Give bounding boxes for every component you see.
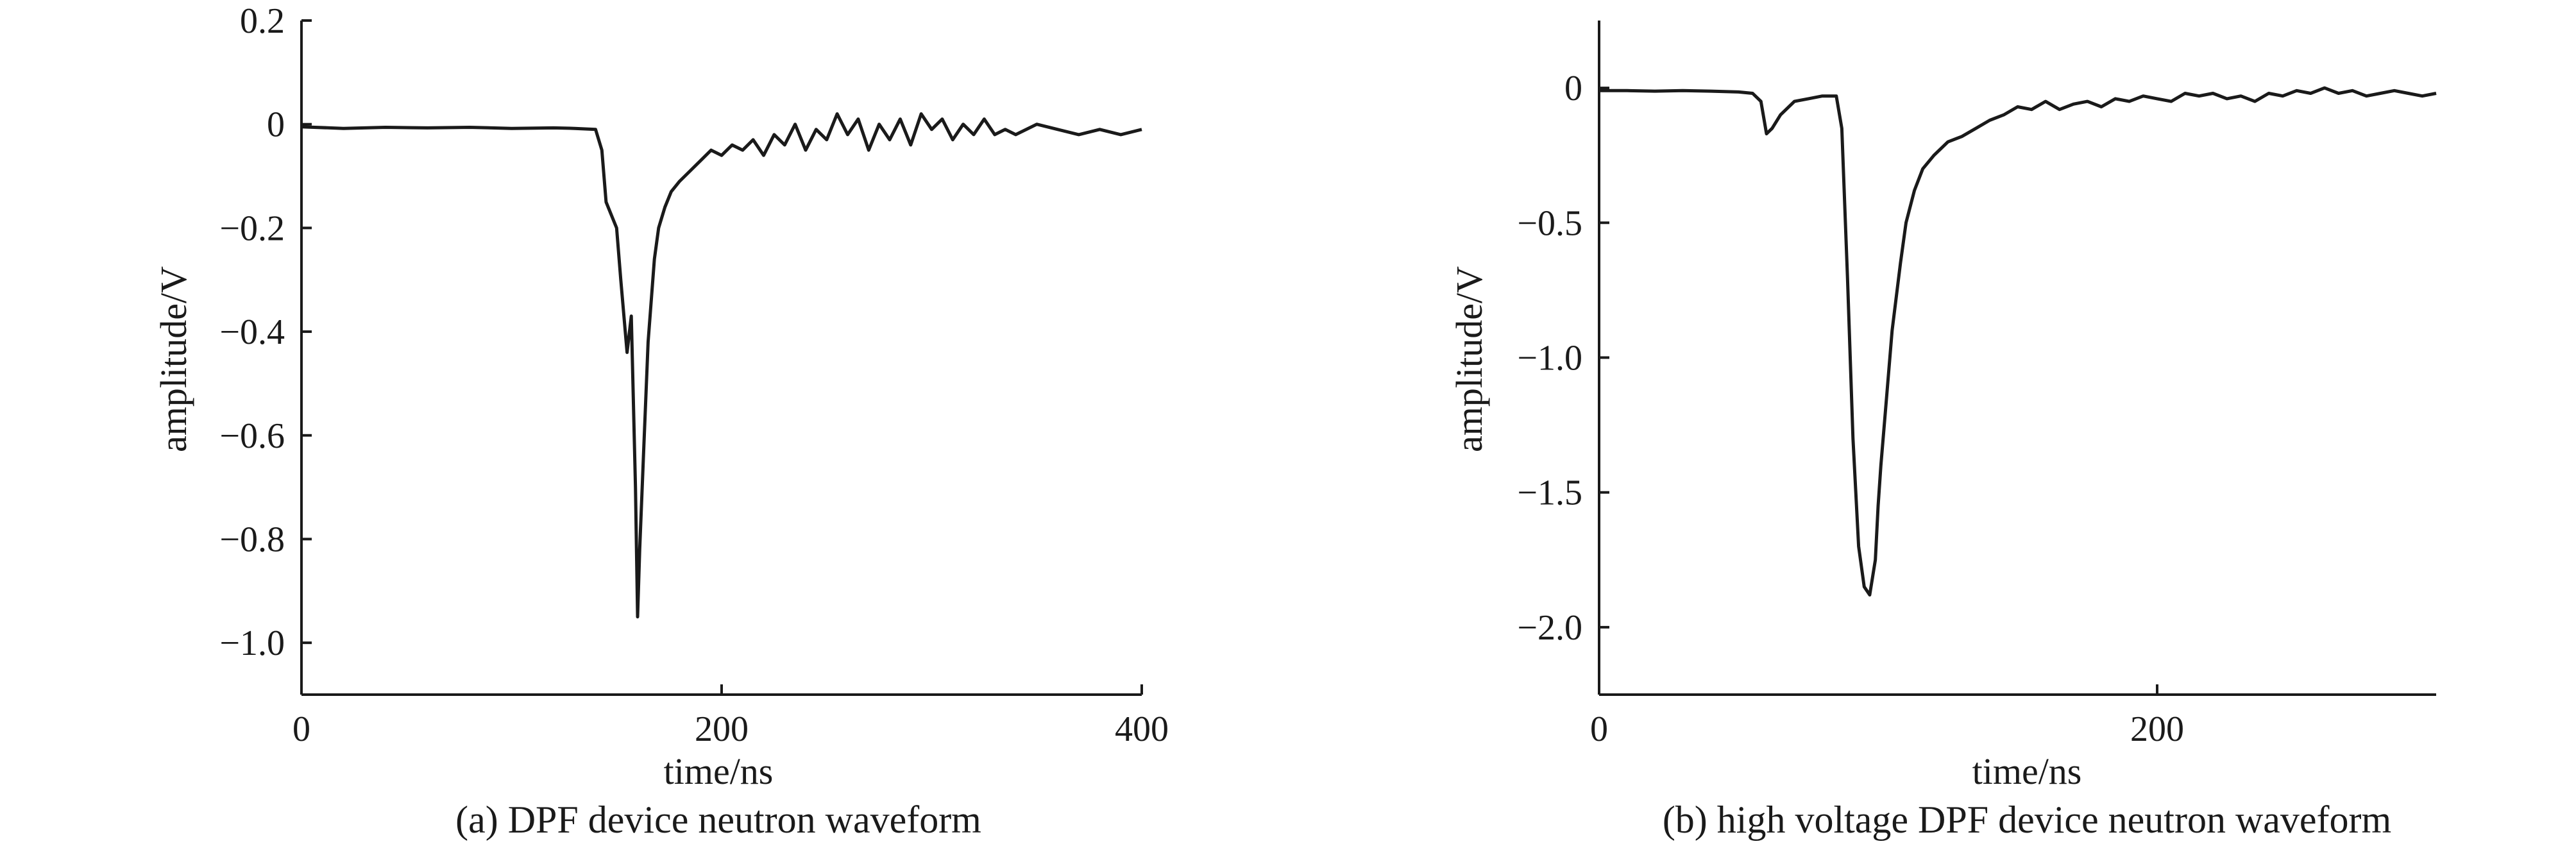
y-tick-label: 0.2 (240, 1, 285, 41)
y-tick-label: −0.6 (219, 416, 285, 456)
x-tick-label: 0 (292, 709, 310, 749)
chart-caption: (a) DPF device neutron waveform (455, 799, 981, 841)
x-tick-label: 400 (1115, 709, 1169, 749)
x-tick-label: 200 (2130, 709, 2184, 749)
y-axis-label: amplitude/V (153, 266, 194, 452)
y-tick-label: −0.8 (219, 520, 285, 559)
y-tick-label: −0.4 (219, 312, 285, 352)
x-axis-label: time/ns (664, 750, 774, 792)
x-tick-label: 0 (1590, 709, 1608, 749)
x-tick-label: 200 (695, 709, 749, 749)
waveform-series-line (1599, 86, 2437, 596)
y-tick-label: 0 (1564, 69, 1582, 108)
y-tick-label: 0 (267, 105, 285, 145)
y-axis-label: amplitude/V (1448, 266, 1490, 452)
y-tick-label: −1.0 (219, 623, 285, 663)
chart-panel-b: time/ns amplitude/V (b) high voltage DPF… (1448, 21, 2437, 841)
y-tick-label: −0.5 (1517, 203, 1582, 243)
chart-caption: (b) high voltage DPF device neutron wave… (1663, 799, 2391, 841)
chart-panel-a: time/ns amplitude/V (a) DPF device neutr… (153, 1, 1169, 841)
y-tick-label: −1.0 (1517, 339, 1582, 378)
waveform-series-line (301, 112, 1142, 619)
y-tick-label: −2.0 (1517, 608, 1582, 648)
x-axis-label: time/ns (1972, 750, 2082, 792)
y-tick-label: −0.2 (219, 208, 285, 248)
y-tick-label: −1.5 (1517, 473, 1582, 513)
